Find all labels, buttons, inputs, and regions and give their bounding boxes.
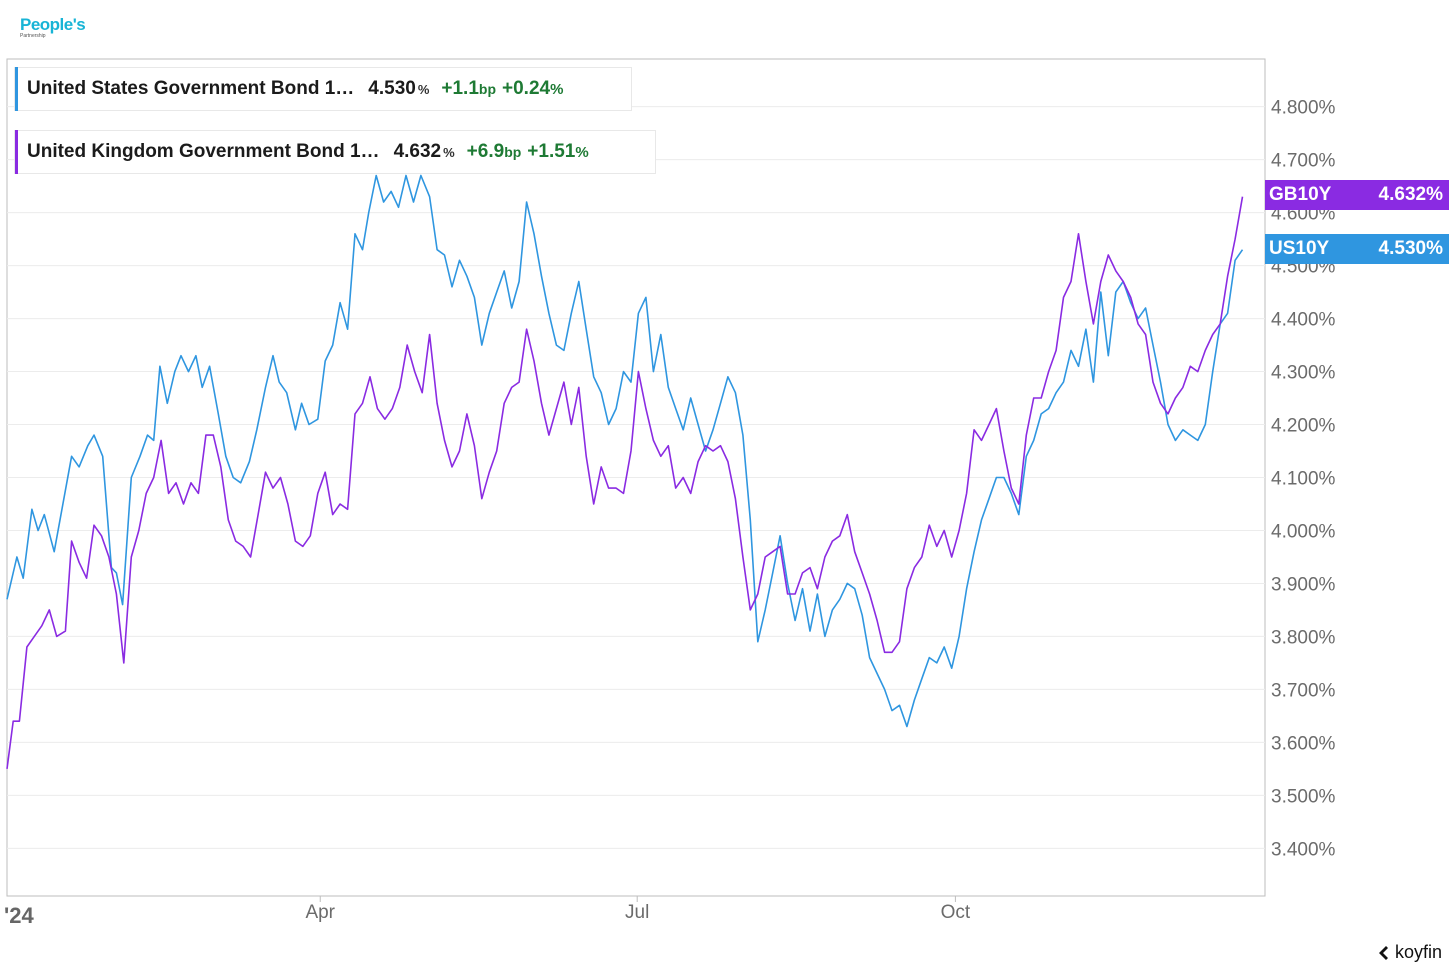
- series-line-us10y: [6, 174, 1244, 728]
- us10y-symbol: US10Y: [1269, 238, 1330, 259]
- y-tick-label: 4.000%: [1271, 521, 1336, 542]
- gb10y-value: 4.632%: [1378, 184, 1443, 205]
- y-tick-label: 3.600%: [1271, 733, 1336, 754]
- legend-uk-color-bar: [15, 130, 18, 174]
- legend-uk-change-unit: bp: [504, 144, 522, 160]
- logo-subtitle: Partnership: [20, 33, 46, 39]
- watermark-text: koyfin: [1394, 942, 1442, 962]
- us10y-price-tag: US10Y 4.530%: [1265, 234, 1449, 264]
- legend-uk-name: United Kingdom Government Bond 1…: [27, 141, 380, 162]
- legend-uk-unit: %: [443, 144, 455, 160]
- y-tick-label: 3.500%: [1271, 786, 1336, 807]
- y-tick-label: 3.900%: [1271, 574, 1336, 595]
- y-tick-label: 4.800%: [1271, 98, 1336, 119]
- koyfin-logo-icon: [1378, 945, 1388, 960]
- y-tick-label: 3.700%: [1271, 680, 1336, 701]
- y-tick-label: 3.800%: [1271, 627, 1336, 648]
- x-tick-label: Jul: [625, 902, 649, 923]
- legend-us-pct-unit: %: [550, 80, 564, 98]
- y-tick-label: 4.300%: [1271, 363, 1336, 384]
- us10y-value: 4.530%: [1378, 238, 1443, 259]
- koyfin-watermark[interactable]: koyfin: [1377, 942, 1442, 963]
- series-line-gb10y: [6, 196, 1244, 770]
- legend-us-change-unit: bp: [478, 81, 497, 97]
- legend-uk-pct: +1.51: [527, 141, 576, 162]
- y-tick-label: 4.200%: [1271, 416, 1336, 437]
- legend-uk-pct-unit: %: [575, 143, 589, 161]
- series-lines: [6, 174, 1244, 770]
- gb10y-price-tag: GB10Y 4.632%: [1265, 180, 1449, 210]
- legend-us[interactable]: United States Government Bond 1… 4.530 %…: [14, 67, 632, 111]
- logo-title: People's: [20, 15, 86, 34]
- legend-us-change: +1.1: [441, 78, 479, 99]
- legend-us-value: 4.530: [368, 78, 416, 99]
- legend-us-unit: %: [417, 81, 430, 97]
- y-axis-ticks: 4.800%4.700%4.600%4.500%4.400%4.300%4.20…: [1271, 98, 1336, 861]
- legend-uk-change: +6.9: [466, 141, 505, 162]
- y-tick-label: 4.100%: [1271, 469, 1336, 490]
- legend-us-color-bar: [15, 67, 18, 111]
- legend-uk[interactable]: United Kingdom Government Bond 1… 4.632 …: [14, 130, 656, 174]
- brand-logo: People's Partnership: [20, 15, 86, 39]
- year-label: '24: [4, 903, 34, 928]
- y-tick-label: 4.400%: [1271, 310, 1336, 331]
- legend-us-pct: +0.24: [502, 78, 551, 99]
- gridlines: [7, 106, 1265, 849]
- legend-us-name: United States Government Bond 1…: [27, 78, 355, 99]
- x-axis-ticks: Apr Jul Oct: [305, 896, 971, 923]
- x-tick-label: Oct: [941, 902, 971, 923]
- x-tick-label: Apr: [305, 902, 335, 923]
- y-tick-label: 4.700%: [1271, 151, 1336, 172]
- y-tick-label: 3.400%: [1271, 839, 1336, 860]
- legend-uk-value: 4.632: [393, 141, 442, 162]
- gb10y-symbol: GB10Y: [1269, 184, 1332, 205]
